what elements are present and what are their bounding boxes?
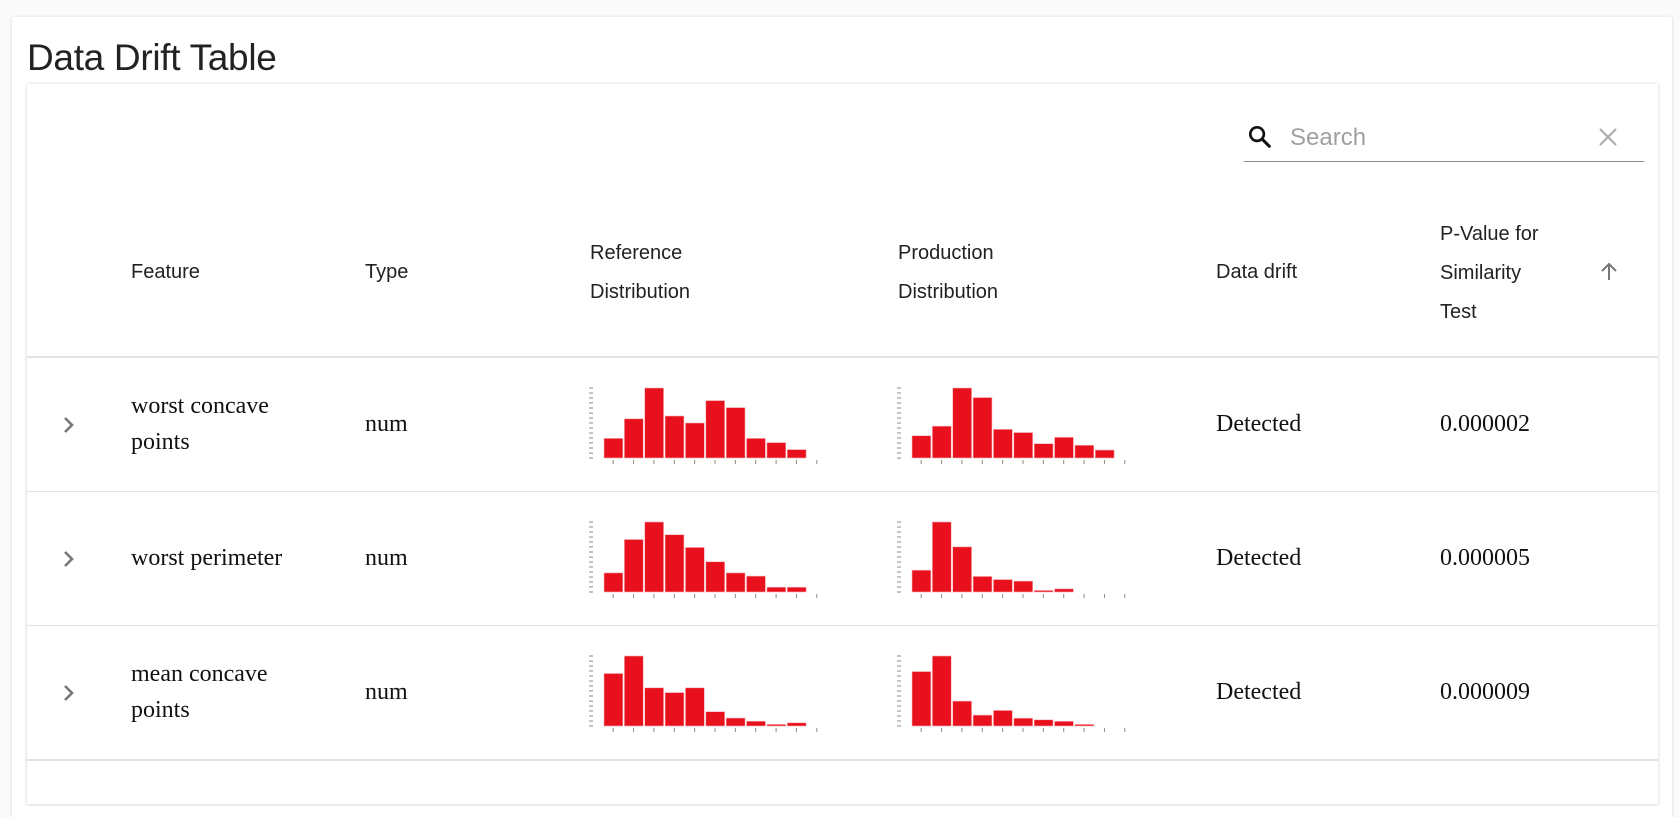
p-value-cell: 0.000002 [1440,411,1530,437]
reference-histogram [589,655,818,732]
column-header-data-drift[interactable]: Data drift [1216,253,1297,292]
column-header-type[interactable]: Type [365,253,408,292]
p-value-cell: 0.000005 [1440,545,1530,571]
page-title: Data Drift Table [27,37,277,78]
type-cell: num [365,679,408,705]
drift-status-cell: Detected [1216,545,1302,571]
reference-histogram [589,521,818,598]
table-row[interactable]: mean concave points num Detected 0.000009 [27,626,1658,761]
production-histogram [897,387,1126,464]
feature-cell: mean concave points [131,656,268,728]
column-header-production-distribution: Production Distribution [898,234,998,312]
header-label: Distribution [898,281,999,303]
arrow-up-icon[interactable] [1597,260,1621,284]
feature-cell: worst concave points [131,388,269,460]
table-row[interactable]: worst perimeter num Detected 0.000005 [27,492,1658,627]
type-cell: num [365,411,408,437]
drift-status-cell: Detected [1216,679,1302,705]
search-icon [1248,125,1271,148]
close-icon[interactable] [1596,125,1620,149]
p-value-cell: 0.000009 [1440,679,1530,705]
header-label: Data drift [1216,261,1298,283]
feature-name-line: worst perimeter [131,545,283,571]
table-header: Feature Type Reference Distribution Prod… [27,190,1658,358]
drift-status-cell: Detected [1216,411,1302,437]
column-header-p-value[interactable]: P-Value for Similarity Test [1440,215,1539,332]
feature-name-line: points [131,697,190,723]
header-label: Reference [590,242,683,264]
header-label: P-Value for [1440,223,1539,245]
production-histogram [897,655,1126,732]
feature-cell: worst perimeter [131,540,282,576]
chevron-right-icon[interactable] [57,681,81,705]
chevron-right-icon[interactable] [57,413,81,437]
feature-name-line: mean concave [131,661,268,687]
header-label: Test [1440,301,1477,323]
search-field[interactable] [1244,113,1644,162]
header-label: Similarity [1440,262,1522,284]
header-label: Distribution [590,281,691,303]
header-label: Feature [131,261,200,283]
feature-name-line: points [131,429,190,455]
type-cell: num [365,545,408,571]
header-label: Type [365,261,409,283]
column-header-feature[interactable]: Feature [131,253,200,292]
header-label: Production [898,242,994,264]
table-row[interactable]: worst concave points num Detected 0.00000… [27,358,1658,493]
production-histogram [897,521,1126,598]
reference-histogram [589,387,818,464]
search-input[interactable] [1288,119,1592,157]
feature-name-line: worst concave [131,393,269,419]
column-header-reference-distribution: Reference Distribution [590,234,690,312]
chevron-right-icon[interactable] [57,547,81,571]
